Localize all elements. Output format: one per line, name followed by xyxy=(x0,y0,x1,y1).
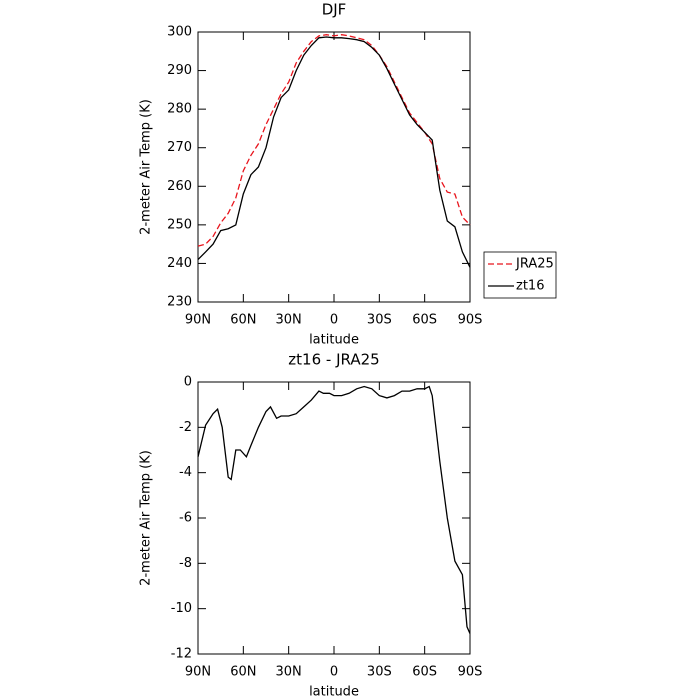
x-tick-label: 0 xyxy=(330,313,338,328)
x-tick-label: 30S xyxy=(367,313,392,328)
plot-frame xyxy=(197,31,471,303)
x-tick-label: 60N xyxy=(230,665,256,680)
x-axis-title: latitude xyxy=(309,333,359,348)
y-tick-label: -12 xyxy=(171,647,192,662)
chart-title: DJF xyxy=(322,1,347,19)
legend-label: zt16 xyxy=(516,279,544,294)
x-tick-label: 60S xyxy=(412,313,437,328)
y-tick-label: 280 xyxy=(167,102,192,117)
y-tick-label: 230 xyxy=(167,295,192,310)
x-tick-label: 90S xyxy=(458,313,483,328)
y-axis-title: 2-meter Air Temp (K) xyxy=(139,99,154,235)
y-tick-label: 270 xyxy=(167,140,192,155)
legend-label: JRA25 xyxy=(515,257,554,272)
y-axis-title: 2-meter Air Temp (K) xyxy=(139,450,154,586)
x-tick-label: 90N xyxy=(185,313,211,328)
x-tick-label: 90N xyxy=(185,665,211,680)
chart-title: zt16 - JRA25 xyxy=(288,351,379,369)
y-tick-label: 290 xyxy=(167,63,192,78)
x-tick-label: 90S xyxy=(458,665,483,680)
y-tick-label: -2 xyxy=(179,420,192,435)
data-line xyxy=(197,385,471,634)
y-tick-label: -6 xyxy=(179,511,192,526)
y-tick-label: -10 xyxy=(171,601,192,616)
y-tick-label: -8 xyxy=(179,556,192,571)
x-tick-label: 30N xyxy=(276,313,302,328)
x-axis-title: latitude xyxy=(309,685,359,700)
x-tick-label: 60N xyxy=(230,313,256,328)
plot-frame xyxy=(197,381,471,655)
y-tick-label: 260 xyxy=(167,179,192,194)
data-line xyxy=(197,36,471,268)
x-tick-label: 30S xyxy=(367,665,392,680)
y-tick-label: 0 xyxy=(184,375,192,390)
x-tick-label: 60S xyxy=(412,665,437,680)
y-tick-label: 300 xyxy=(167,25,192,40)
y-tick-label: 240 xyxy=(167,256,192,271)
y-tick-label: 250 xyxy=(167,217,192,232)
x-tick-label: 0 xyxy=(330,665,338,680)
y-tick-label: -4 xyxy=(179,465,192,480)
legend-box xyxy=(483,251,557,299)
x-tick-label: 30N xyxy=(276,665,302,680)
